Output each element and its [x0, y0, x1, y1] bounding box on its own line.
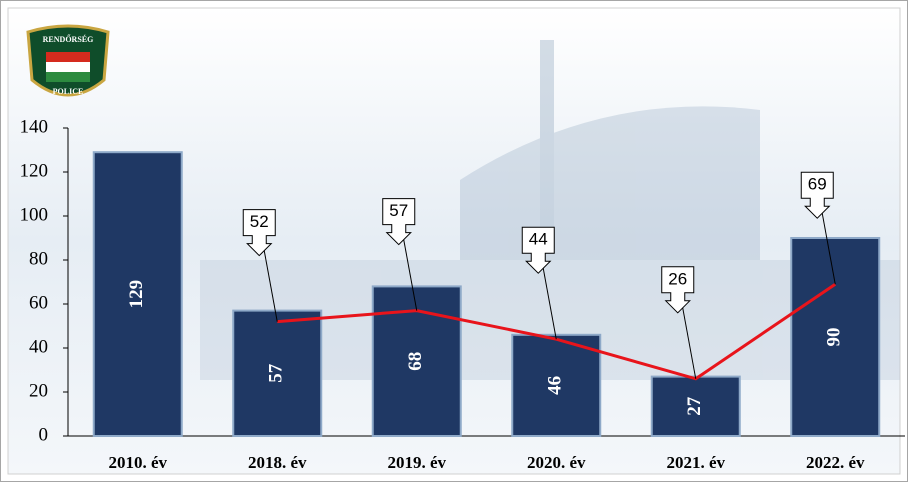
callout-label: 52	[250, 212, 269, 231]
bar-label: 27	[684, 396, 705, 416]
bar-label: 129	[126, 280, 147, 309]
callout-label: 57	[389, 201, 408, 220]
y-tick-label: 60	[29, 292, 48, 313]
callout-label: 44	[529, 230, 548, 249]
y-tick-label: 100	[20, 204, 49, 225]
x-tick-label: 2021. év	[666, 453, 725, 472]
callout-label: 69	[808, 175, 827, 194]
x-tick-label: 2022. év	[806, 453, 865, 472]
logo: RENDŐRSÉG POLICE	[28, 26, 108, 96]
bar-label: 90	[824, 328, 845, 347]
chart: RENDŐRSÉG POLICE 0 20 40 60 80 100 120 140 2010.…	[0, 0, 908, 482]
y-tick-label: 120	[20, 160, 49, 181]
bar-label: 57	[266, 363, 287, 383]
x-tick-label: 2018. év	[248, 453, 307, 472]
logo-bottom: POLICE	[53, 87, 84, 96]
logo-top: RENDŐRSÉG	[43, 34, 94, 44]
x-tick-label: 2020. év	[527, 453, 586, 472]
y-tick-label: 0	[39, 424, 49, 445]
bar-label: 46	[545, 376, 566, 395]
callout-label: 26	[668, 269, 687, 288]
x-tick-label: 2010. év	[108, 453, 167, 472]
bar-label: 68	[405, 352, 426, 371]
y-tick-label: 140	[20, 116, 49, 137]
y-tick-label: 20	[29, 380, 48, 401]
y-tick-label: 80	[29, 248, 48, 269]
y-tick-label: 40	[29, 336, 48, 357]
x-tick-label: 2019. év	[387, 453, 446, 472]
